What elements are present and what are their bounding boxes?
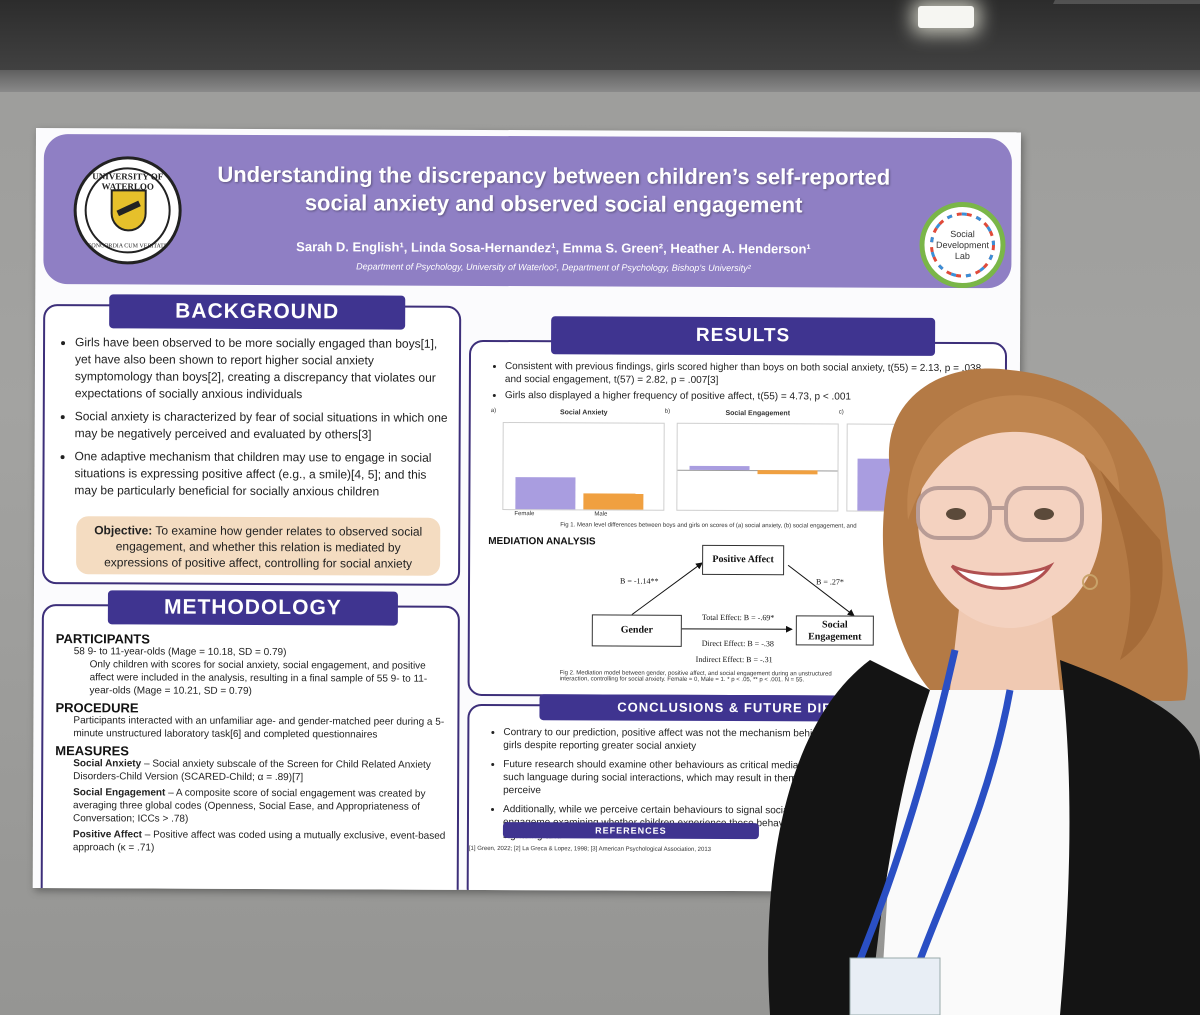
social-anxiety-chart: Social Anxiety xyxy=(502,409,665,511)
mediation-total-effect: Total Effect: B = -.69* xyxy=(701,612,775,623)
chart-male-label: Male xyxy=(594,511,608,518)
methodology-text: PARTICIPANTS 58 9- to 11-year-olds (Mage… xyxy=(55,631,448,856)
mediation-heading: MEDIATION ANALYSIS xyxy=(488,535,596,548)
research-poster: UNIVERSITY OF WATERLOO CONCORDIA CUM VER… xyxy=(32,128,1021,893)
chart-title: Positive xyxy=(930,410,958,419)
chart-c-label: c) xyxy=(838,409,844,416)
mediation-social-engagement: Social Engagement xyxy=(795,615,874,646)
results-text: Consistent with previous findings, girls… xyxy=(487,360,987,410)
mediation-direct-effect: Direct Effect: B = -.38 xyxy=(701,638,774,649)
chart-a-label: a) xyxy=(490,407,497,415)
objective-box: Objective: To examine how gender relates… xyxy=(76,516,441,576)
bar-male xyxy=(757,470,818,475)
objective-text: To examine how gender relates to observe… xyxy=(104,523,423,571)
ceiling-light xyxy=(918,6,974,28)
background-bullet: Girls have been observed to be more soci… xyxy=(75,334,449,404)
background-text: Girls have been observed to be more soci… xyxy=(56,334,449,507)
background-bullet: One adaptive mechanism that children may… xyxy=(74,448,448,501)
results-heading: RESULTS xyxy=(551,316,936,356)
references-heading: REFERENCES xyxy=(502,822,759,840)
background-bullet: Social anxiety is characterized by fear … xyxy=(75,408,449,444)
shield-icon xyxy=(110,189,147,232)
results-bullet: Consistent with previous findings, girls… xyxy=(505,360,987,388)
fig2-caption: Fig 2. Mediation model between gender, p… xyxy=(559,670,832,684)
poster-authors: Sarah D. English¹, Linda Sosa-Hernandez¹… xyxy=(296,239,811,257)
bar-female xyxy=(515,477,576,510)
positive-affect-chart: Positive xyxy=(846,411,999,513)
board-top-frame xyxy=(0,70,1200,92)
background-heading: BACKGROUND xyxy=(109,294,406,330)
measure-item: Positive Affect – Positive affect was co… xyxy=(72,829,446,854)
methodology-heading: METHODOLOGY xyxy=(107,590,398,626)
mediation-indirect-effect: Indirect Effect: B = -.31 xyxy=(695,654,773,665)
conclusions-heading: CONCLUSIONS & FUTURE DIRECT xyxy=(539,694,940,722)
university-motto: CONCORDIA CUM VERITATE xyxy=(87,243,168,250)
people-ring-icon xyxy=(929,212,995,278)
results-bullet: Girls also displayed a higher frequency … xyxy=(505,389,987,404)
procedure-bullet: Participants interacted with an unfamili… xyxy=(73,715,445,741)
poster-affiliation: Department of Psychology, University of … xyxy=(356,261,751,274)
chart-title: Social Engagement xyxy=(725,410,791,418)
bar-female xyxy=(689,465,750,471)
ceiling xyxy=(0,0,1200,80)
chart-title: Social Anxiety xyxy=(559,409,608,417)
conclusion-bullet: Contrary to our prediction, positive aff… xyxy=(503,726,825,753)
university-logo: UNIVERSITY OF WATERLOO CONCORDIA CUM VER… xyxy=(73,156,182,265)
measure-item: Social Engagement – A composite score of… xyxy=(72,787,426,825)
mediation-arrows xyxy=(631,562,855,633)
chart-female-label: Female xyxy=(514,511,535,518)
objective-label: Objective: xyxy=(94,523,153,538)
bar-male xyxy=(583,493,644,510)
participants-sub-bullet: Only children with scores for social anx… xyxy=(89,659,428,697)
ceiling-beam xyxy=(1025,0,1200,64)
lab-logo: Social Development Lab xyxy=(919,201,1006,289)
social-engagement-chart: Social Engagement xyxy=(676,410,839,512)
conclusion-bullet: Future research should examine other beh… xyxy=(503,758,825,798)
poster-header: UNIVERSITY OF WATERLOO CONCORDIA CUM VER… xyxy=(43,134,1012,289)
chart-b-label: b) xyxy=(664,408,671,415)
mediation-path-a: B = -1.14** xyxy=(620,576,659,586)
mediation-positive-affect: Positive Affect xyxy=(702,544,785,576)
poster-title: Understanding the discrepancy between ch… xyxy=(217,161,891,218)
mediation-path-b: B = .27* xyxy=(816,577,844,587)
mediation-gender: Gender xyxy=(591,614,682,647)
bar-female xyxy=(857,458,908,511)
measure-item: Social Anxiety – Social anxiety subscale… xyxy=(73,758,431,784)
